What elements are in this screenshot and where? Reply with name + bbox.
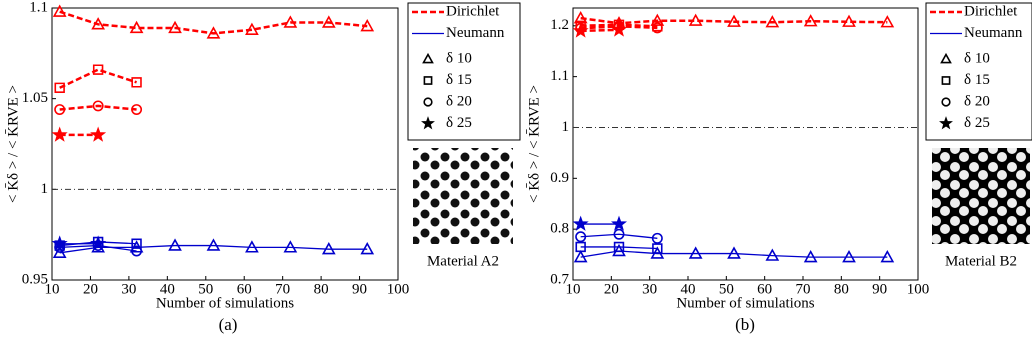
legend-label: δ 25: [446, 115, 472, 131]
legend-label: Dirichlet: [964, 3, 1018, 19]
y-tick-label: 1.2: [550, 17, 569, 33]
x-tick-label: 80: [834, 281, 849, 297]
legend-label: Dirichlet: [446, 3, 500, 19]
y-axis-label: < K̄δ > / < K̄RVE >: [5, 85, 21, 203]
legend-label: Neumann: [964, 25, 1023, 41]
image-label: Material A2: [427, 253, 499, 269]
x-tick-label: 80: [314, 281, 329, 297]
legend-label: δ 20: [446, 93, 472, 109]
legend-label: δ 20: [964, 93, 990, 109]
y-tick-label: 1.1: [29, 0, 48, 15]
x-axis-label: Number of simulations: [676, 295, 814, 311]
y-tick-label: 1.1: [550, 68, 569, 84]
series-line: [581, 247, 658, 249]
material-image: [413, 148, 513, 244]
series-line: [60, 106, 137, 110]
plot-area: [52, 8, 398, 280]
data-point: [132, 78, 141, 87]
y-tick-label: 0.95: [22, 271, 48, 287]
legend-label: δ 25: [964, 115, 990, 131]
x-tick-label: 90: [872, 281, 887, 297]
x-tick-label: 20: [604, 281, 619, 297]
series-line: [581, 234, 658, 238]
data-point: [613, 218, 625, 229]
series-line: [60, 12, 368, 34]
data-point: [54, 129, 66, 140]
x-tick-label: 100: [907, 281, 930, 297]
caption: (a): [219, 315, 238, 334]
y-tick-label: 0.7: [550, 271, 569, 287]
legend-label: δ 10: [964, 50, 990, 66]
legend-label: Neumann: [446, 25, 505, 41]
legend-label: δ 15: [446, 72, 472, 88]
y-tick-label: 0.8: [550, 221, 569, 237]
data-point: [575, 218, 587, 229]
x-tick-label: 90: [352, 281, 367, 297]
y-tick-label: 1: [41, 181, 49, 197]
x-tick-label: 100: [387, 281, 410, 297]
series-line: [60, 70, 137, 88]
x-tick-label: 30: [642, 281, 657, 297]
material-image: [932, 148, 1030, 244]
x-tick-label: 20: [83, 281, 98, 297]
series-line: [581, 18, 888, 23]
series-line: [581, 251, 888, 257]
y-tick-label: 1.05: [22, 90, 48, 106]
y-tick-label: 0.9: [550, 170, 569, 186]
plot-area: [573, 8, 918, 280]
caption: (b): [735, 315, 755, 334]
y-tick-label: 1: [562, 119, 570, 135]
data-point: [92, 129, 104, 140]
x-axis-label: Number of simulations: [156, 295, 294, 311]
legend-label: δ 10: [446, 50, 472, 66]
x-tick-label: 30: [121, 281, 136, 297]
figure: 1020304050607080901000.9511.051.1Number …: [0, 0, 1032, 345]
y-axis-label: < K̄δ > / < K̄RVE >: [526, 85, 542, 203]
legend-label: δ 15: [964, 72, 990, 88]
image-label: Material B2: [945, 253, 1017, 269]
